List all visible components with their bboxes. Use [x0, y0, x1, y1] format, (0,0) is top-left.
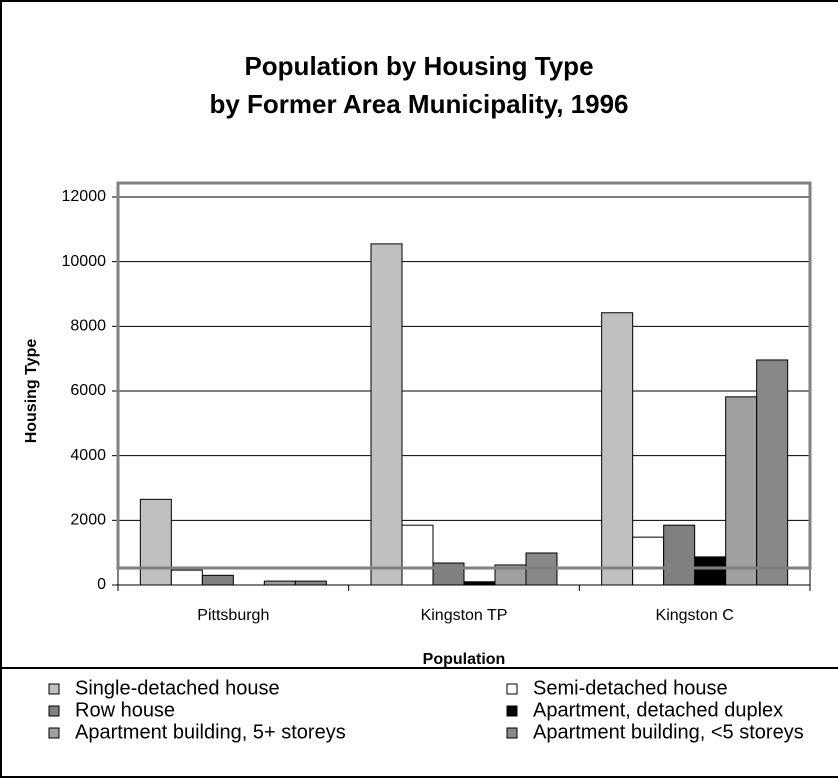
- y-tick-label: 10000: [62, 253, 107, 270]
- legend-label: Semi-detached house: [533, 677, 728, 699]
- x-tick-label: Pittsburgh: [197, 607, 269, 624]
- bar: [263, 580, 296, 586]
- legend-label: Row house: [75, 699, 175, 721]
- x-tick-label: Kingston C: [656, 607, 734, 624]
- bar: [756, 359, 789, 586]
- chart-subtitle: by Former Area Municipality, 1996: [209, 89, 628, 119]
- bar: [370, 243, 403, 586]
- legend-swatch: [506, 705, 518, 717]
- bar: [601, 312, 634, 586]
- x-axis-label: Population: [423, 651, 506, 668]
- chart-title: Population by Housing Type: [244, 51, 593, 81]
- bar: [201, 574, 234, 586]
- bar: [694, 556, 727, 586]
- bar: [725, 396, 758, 586]
- legend-swatch: [48, 683, 60, 695]
- bar: [294, 580, 327, 586]
- plot-frame: [116, 181, 812, 570]
- y-tick-label: 2000: [70, 512, 106, 529]
- legend-swatch: [506, 727, 518, 739]
- legend-label: Apartment building, 5+ storeys: [75, 721, 346, 743]
- legend-swatch: [48, 727, 60, 739]
- legend-swatch: [506, 683, 518, 695]
- legend-label: Single-detached house: [75, 677, 280, 699]
- y-tick-label: 6000: [70, 382, 106, 399]
- bar: [463, 581, 496, 586]
- y-tick-label: 8000: [70, 318, 106, 335]
- y-tick-label: 0: [97, 576, 106, 593]
- x-tick-label: Kingston TP: [421, 607, 508, 624]
- bar: [139, 498, 172, 586]
- bar: [663, 524, 696, 586]
- bar: [170, 569, 203, 586]
- bar: [632, 536, 665, 586]
- bar: [432, 562, 465, 586]
- bar: [401, 524, 434, 586]
- legend-label: Apartment, detached duplex: [533, 699, 783, 721]
- y-axis-label: Housing Type: [23, 339, 40, 444]
- y-tick-label: 4000: [70, 447, 106, 464]
- legend-label: Apartment building, <5 storeys: [533, 721, 804, 743]
- legend-swatch: [48, 705, 60, 717]
- y-tick-label: 12000: [62, 188, 107, 205]
